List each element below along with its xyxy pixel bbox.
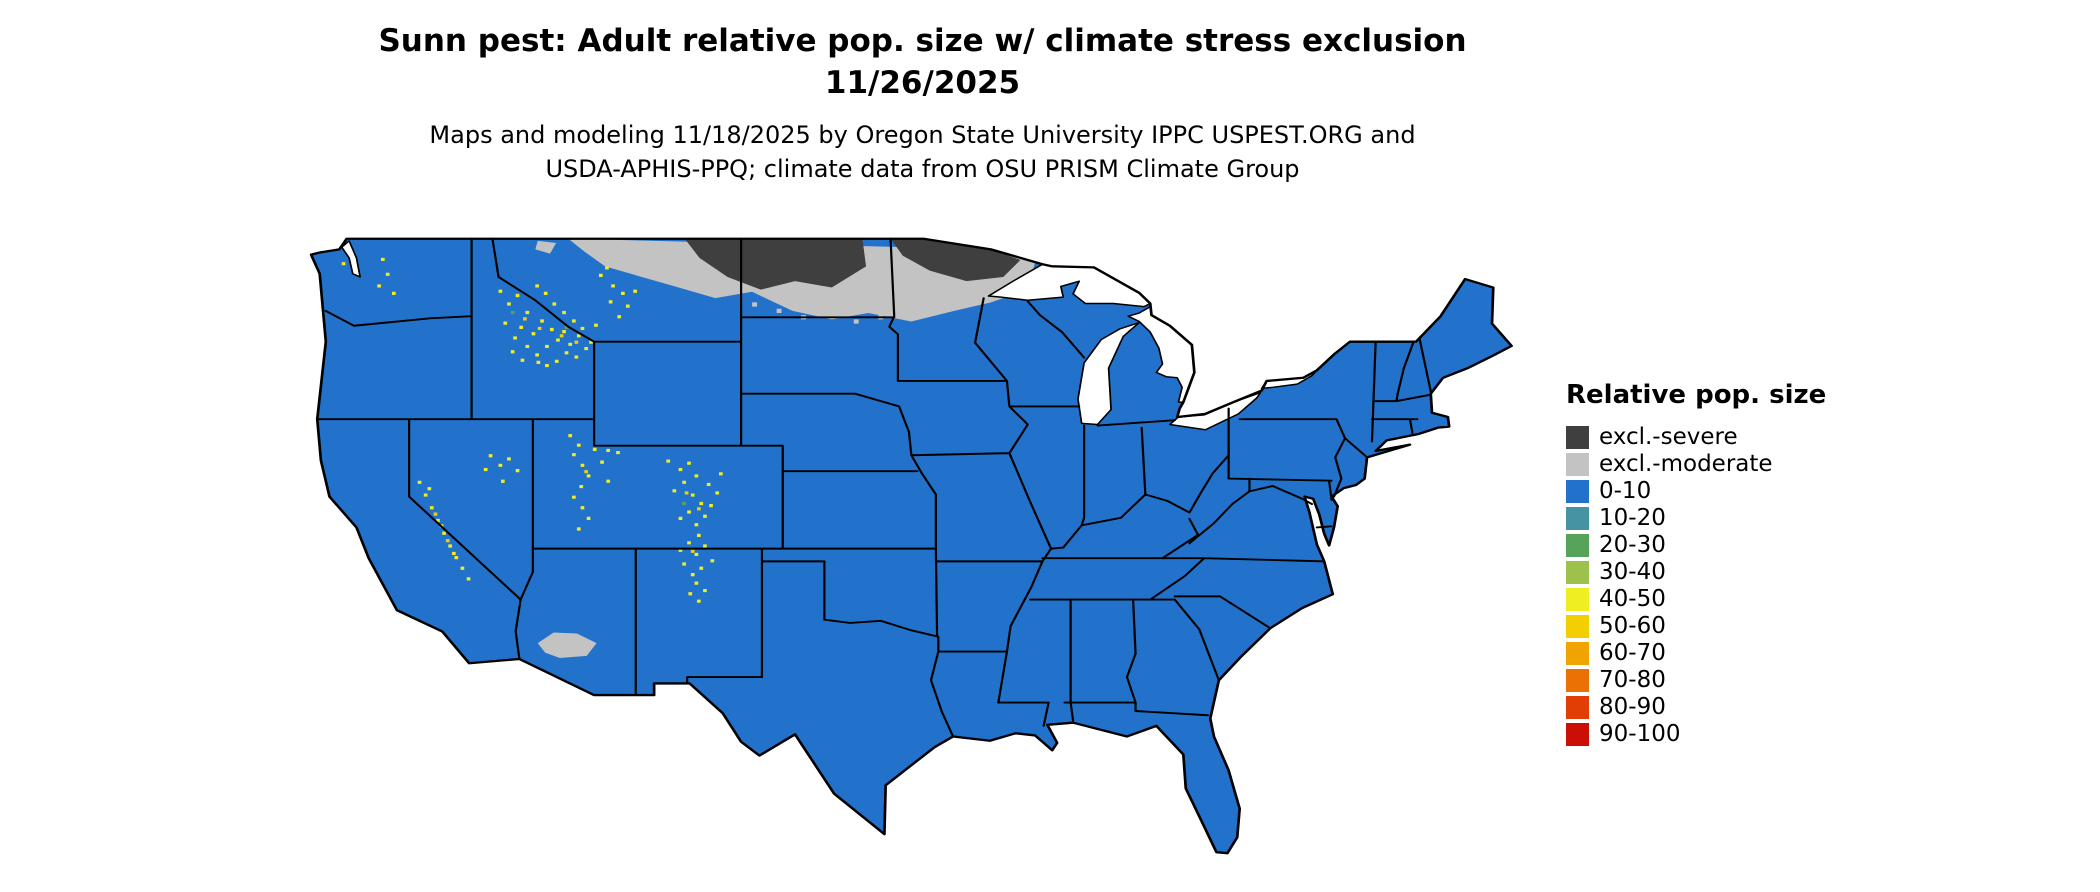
legend-row: 80-90 bbox=[1566, 694, 1866, 721]
legend-label: 60-70 bbox=[1599, 640, 1666, 666]
legend-row: 50-60 bbox=[1566, 613, 1866, 640]
us-map-svg bbox=[309, 237, 1513, 855]
legend-swatch-60-70 bbox=[1566, 642, 1589, 665]
state-borders bbox=[316, 237, 1432, 738]
legend-label: 30-40 bbox=[1599, 559, 1666, 585]
subtitle-line-1: Maps and modeling 11/18/2025 by Oregon S… bbox=[429, 121, 1416, 149]
title-line-1: Sunn pest: Adult relative pop. size w/ c… bbox=[378, 23, 1467, 59]
legend-label: excl.-severe bbox=[1599, 424, 1738, 450]
legend-swatch-40-50 bbox=[1566, 588, 1589, 611]
legend-swatch-80-90 bbox=[1566, 696, 1589, 719]
legend-row: 20-30 bbox=[1566, 532, 1866, 559]
legend-row: 60-70 bbox=[1566, 640, 1866, 667]
legend-swatch-excl-moderate bbox=[1566, 453, 1589, 476]
legend-row: 0-10 bbox=[1566, 478, 1866, 505]
legend-row: 90-100 bbox=[1566, 721, 1866, 748]
legend-row: 30-40 bbox=[1566, 559, 1866, 586]
page-title: Sunn pest: Adult relative pop. size w/ c… bbox=[0, 20, 1845, 104]
legend-swatch-30-40 bbox=[1566, 561, 1589, 584]
legend-swatch-50-60 bbox=[1566, 615, 1589, 638]
legend-label: 70-80 bbox=[1599, 667, 1666, 693]
legend-label: 20-30 bbox=[1599, 532, 1666, 558]
legend-label: 10-20 bbox=[1599, 505, 1666, 531]
legend-row: excl.-moderate bbox=[1566, 451, 1866, 478]
legend-label: 40-50 bbox=[1599, 586, 1666, 612]
legend-label: excl.-moderate bbox=[1599, 451, 1773, 477]
us-choropleth-map bbox=[305, 226, 1530, 884]
title-line-2: 11/26/2025 bbox=[824, 65, 1021, 101]
legend-swatch-90-100 bbox=[1566, 723, 1589, 746]
legend-swatch-0-10 bbox=[1566, 480, 1589, 503]
legend-row: 70-80 bbox=[1566, 667, 1866, 694]
legend-label: 80-90 bbox=[1599, 694, 1666, 720]
map-legend: Relative pop. size excl.-severe excl.-mo… bbox=[1566, 380, 1866, 748]
legend-row: 10-20 bbox=[1566, 505, 1866, 532]
legend-row: 40-50 bbox=[1566, 586, 1866, 613]
lake-michigan bbox=[1077, 321, 1141, 426]
legend-label: 50-60 bbox=[1599, 613, 1666, 639]
legend-swatch-70-80 bbox=[1566, 669, 1589, 692]
conus-landmass bbox=[311, 238, 1512, 854]
legend-swatch-excl-severe bbox=[1566, 426, 1589, 449]
legend-label: 90-100 bbox=[1599, 721, 1681, 747]
attribution-subtitle: Maps and modeling 11/18/2025 by Oregon S… bbox=[0, 118, 1845, 186]
legend-swatch-20-30 bbox=[1566, 534, 1589, 557]
legend-swatch-10-20 bbox=[1566, 507, 1589, 530]
subtitle-line-2: USDA-APHIS-PPQ; climate data from OSU PR… bbox=[545, 155, 1300, 183]
legend-label: 0-10 bbox=[1599, 478, 1652, 504]
legend-row: excl.-severe bbox=[1566, 424, 1866, 451]
legend-title: Relative pop. size bbox=[1566, 380, 1827, 410]
